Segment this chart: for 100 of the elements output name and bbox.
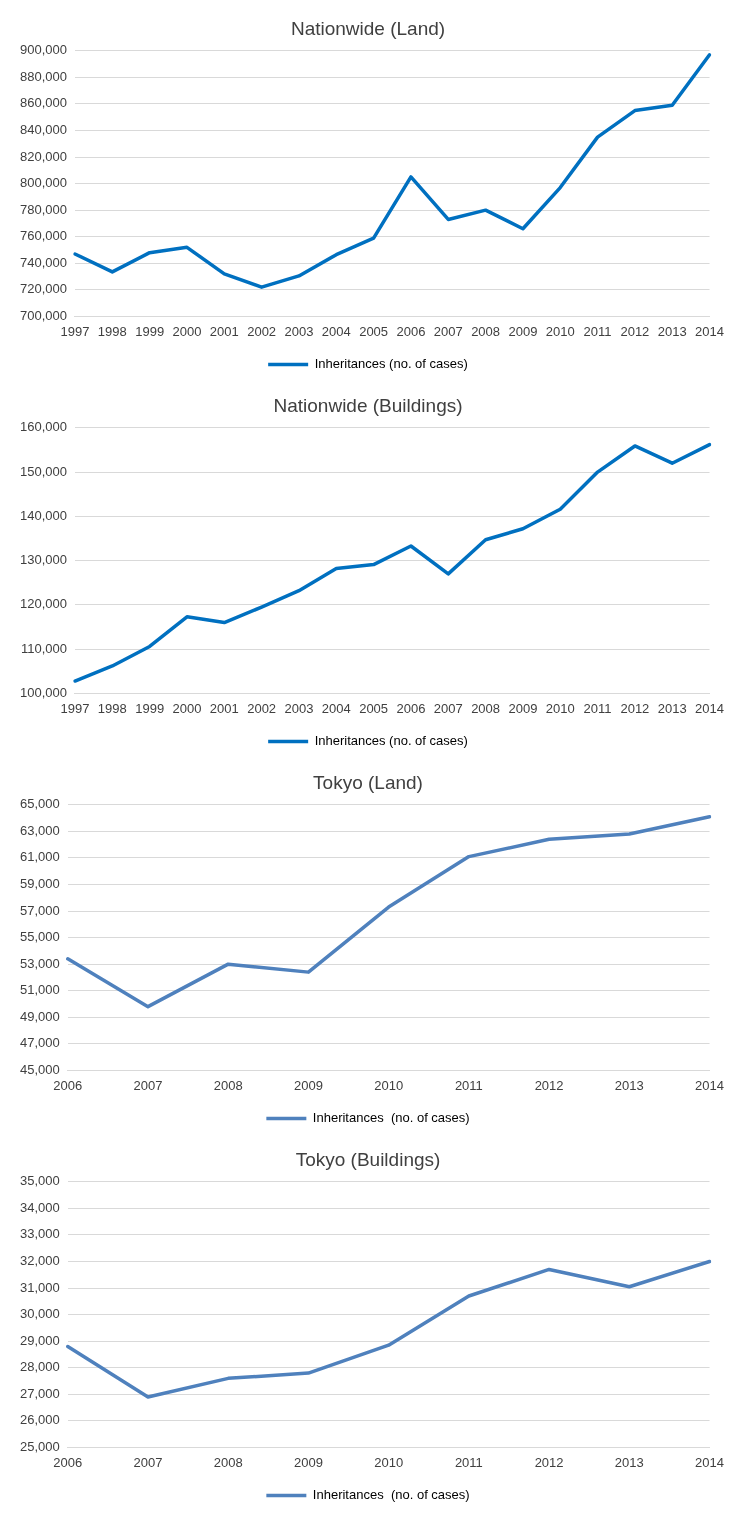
x-tick-label: 2010: [374, 1077, 404, 1093]
y-tick-label: 140,000: [19, 507, 67, 523]
y-tick-label: 47,000: [20, 1035, 60, 1051]
x-tick-label: 2004: [321, 700, 351, 716]
x-tick-label: 2014: [695, 1077, 724, 1093]
x-tick-label: 1997: [60, 700, 90, 716]
legend-label: Inheritances (no. of cases): [312, 1487, 470, 1503]
x-tick-label: 2002: [247, 700, 277, 716]
y-tick-label: 740,000: [19, 254, 67, 270]
chart-title: Tokyo (Land): [313, 771, 423, 793]
x-tick-label: 2006: [53, 1077, 83, 1093]
y-tick-label: 120,000: [19, 596, 67, 612]
x-tick-label: 2013: [614, 1077, 644, 1093]
y-tick-label: 760,000: [19, 228, 67, 244]
x-tick-label: 2012: [534, 1077, 564, 1093]
x-tick-label: 2010: [545, 323, 575, 339]
x-tick-label: 2007: [133, 1077, 163, 1093]
x-tick-label: 2011: [583, 323, 612, 339]
y-tick-label: 33,000: [20, 1226, 60, 1242]
x-tick-label: 1998: [97, 323, 127, 339]
y-tick-label: 840,000: [19, 122, 67, 138]
x-tick-label: 2013: [614, 1454, 644, 1470]
y-tick-label: 110,000: [20, 640, 67, 656]
y-tick-label: 820,000: [19, 148, 67, 164]
x-tick-label: 2008: [213, 1077, 243, 1093]
x-tick-label: 2008: [471, 323, 501, 339]
x-tick-label: 2000: [172, 323, 202, 339]
x-tick-label: 2005: [359, 700, 389, 716]
x-tick-label: 2001: [209, 323, 239, 339]
y-tick-label: 130,000: [19, 552, 67, 568]
x-tick-label: 2003: [284, 323, 314, 339]
legend-label: Inheritances (no. of cases): [314, 356, 468, 372]
chart-title: Nationwide (Land): [290, 17, 446, 39]
x-tick-label: 2002: [247, 323, 277, 339]
x-tick-label: 2012: [534, 1454, 564, 1470]
chart-title: Nationwide (Buildings): [273, 394, 463, 416]
x-tick-label: 2012: [620, 323, 650, 339]
x-tick-label: 2013: [657, 323, 687, 339]
y-tick-label: 53,000: [20, 955, 60, 971]
x-tick-label: 2008: [213, 1454, 243, 1470]
y-tick-label: 700,000: [19, 307, 67, 323]
y-tick-label: 28,000: [20, 1359, 60, 1375]
y-tick-label: 25,000: [20, 1438, 60, 1454]
x-tick-label: 2011: [454, 1077, 483, 1093]
x-tick-label: 2009: [293, 1454, 323, 1470]
x-tick-label: 2011: [583, 700, 612, 716]
y-tick-label: 32,000: [20, 1253, 60, 1269]
y-tick-label: 35,000: [20, 1173, 60, 1189]
y-tick-label: 61,000: [20, 849, 60, 865]
x-tick-label: 1997: [60, 323, 90, 339]
x-tick-label: 2007: [133, 1454, 163, 1470]
y-tick-label: 780,000: [19, 201, 67, 217]
x-tick-label: 2001: [209, 700, 239, 716]
y-tick-label: 27,000: [20, 1385, 60, 1401]
y-tick-label: 45,000: [20, 1061, 60, 1077]
x-tick-label: 2004: [321, 323, 351, 339]
x-tick-label: 1999: [135, 323, 165, 339]
x-tick-label: 2009: [293, 1077, 323, 1093]
y-tick-label: 55,000: [20, 929, 60, 945]
y-tick-label: 59,000: [20, 876, 60, 892]
y-tick-label: 860,000: [19, 95, 67, 111]
x-tick-label: 2005: [359, 323, 389, 339]
y-tick-label: 100,000: [19, 684, 67, 700]
x-tick-label: 1999: [135, 700, 165, 716]
x-tick-label: 2014: [695, 700, 724, 716]
legend-label: Inheritances (no. of cases): [312, 1110, 470, 1126]
x-tick-label: 2010: [374, 1454, 404, 1470]
y-tick-label: 880,000: [19, 68, 67, 84]
x-tick-label: 2009: [508, 323, 538, 339]
x-tick-label: 1998: [97, 700, 127, 716]
x-tick-label: 2010: [545, 700, 575, 716]
y-tick-label: 63,000: [20, 822, 60, 838]
x-tick-label: 2014: [695, 323, 724, 339]
y-tick-label: 160,000: [19, 419, 67, 435]
chart-title: Tokyo (Buildings): [295, 1148, 441, 1170]
y-tick-label: 800,000: [19, 175, 67, 191]
y-tick-label: 51,000: [20, 982, 60, 998]
y-tick-label: 49,000: [20, 1008, 60, 1024]
x-tick-label: 2006: [53, 1454, 83, 1470]
x-tick-label: 2000: [172, 700, 202, 716]
y-tick-label: 29,000: [20, 1332, 60, 1348]
x-tick-label: 2012: [620, 700, 650, 716]
y-tick-label: 26,000: [20, 1412, 60, 1428]
x-tick-label: 2009: [508, 700, 538, 716]
y-tick-label: 31,000: [20, 1279, 60, 1295]
y-tick-label: 57,000: [20, 902, 60, 918]
y-tick-label: 34,000: [20, 1199, 60, 1215]
y-tick-label: 900,000: [19, 42, 67, 58]
x-tick-label: 2011: [454, 1454, 483, 1470]
y-tick-label: 720,000: [19, 281, 67, 297]
legend-label: Inheritances (no. of cases): [314, 733, 468, 749]
y-tick-label: 30,000: [20, 1306, 60, 1322]
y-tick-label: 65,000: [20, 796, 60, 812]
x-tick-label: 2013: [657, 700, 687, 716]
x-tick-label: 2006: [396, 700, 426, 716]
x-tick-label: 2014: [695, 1454, 724, 1470]
y-tick-label: 150,000: [19, 463, 67, 479]
x-tick-label: 2003: [284, 700, 314, 716]
x-tick-label: 2006: [396, 323, 426, 339]
x-tick-label: 2007: [433, 700, 463, 716]
